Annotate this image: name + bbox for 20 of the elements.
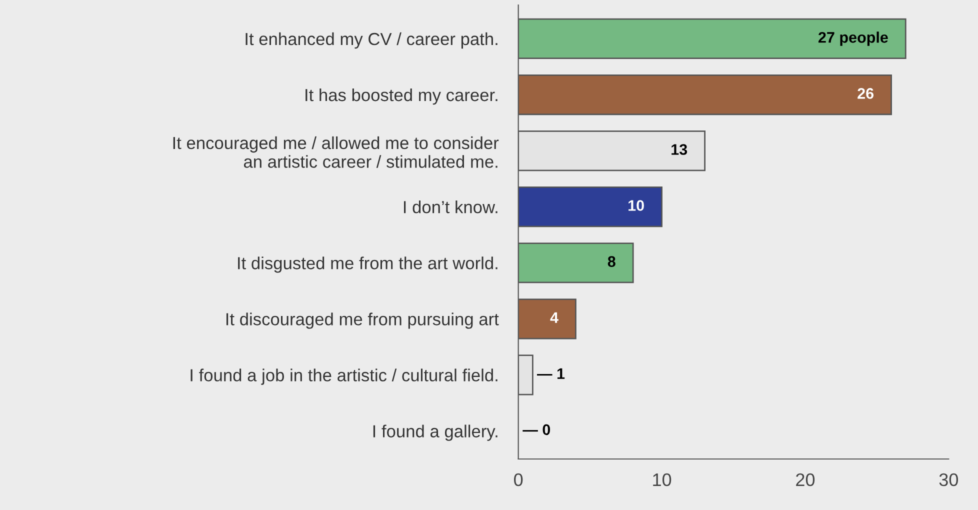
x-tick-label: 30 [939,473,958,486]
y-tick-label: I found a gallery. [373,424,498,441]
x-tick-label: 10 [653,473,672,486]
y-tick-label: I found a job in the artistic / cultural field. [190,368,498,385]
y-tick-label: It encouraged me / allowed me to consider an artistic career / stimulated me. [173,136,499,168]
data-label: — 1 [536,368,565,379]
data-label: — 0 [522,424,550,436]
y-tick-label: It has boosted my career. [306,88,498,105]
y-tick-label: It enhanced my CV / career path. [246,32,498,49]
y-tick-label: I don’t know. [404,200,498,214]
x-tick-label: 0 [514,473,523,486]
data-label: 26 [858,88,874,99]
x-tick-label: 20 [796,473,815,486]
y-tick-label: It disgusted me from the art world. [238,256,498,273]
data-label: 4 [550,312,558,323]
data-label: 10 [628,200,644,211]
y-tick-label: It discouraged me from pursuing art [226,312,499,329]
data-label: 13 [672,144,688,155]
data-label: 8 [608,256,616,267]
data-label: 27 people [818,32,888,46]
